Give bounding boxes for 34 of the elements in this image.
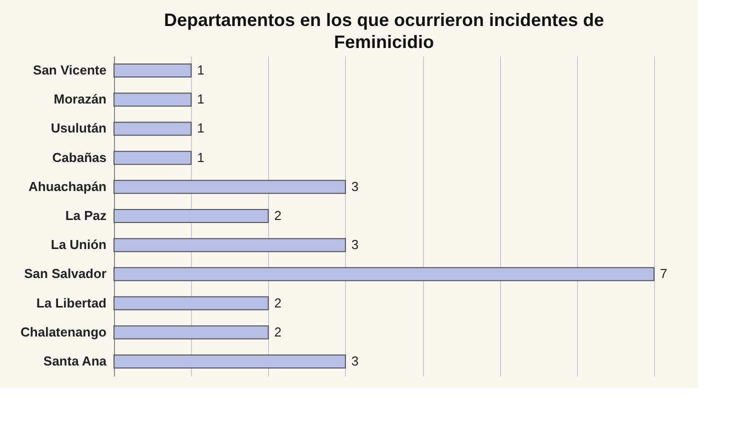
bar: [114, 238, 346, 252]
bar: [114, 180, 346, 194]
y-tick-label: San Salvador: [24, 266, 106, 282]
bar: [114, 325, 269, 340]
bar: [114, 122, 192, 136]
chart-title: Departamentos en los que ocurrieron incidentes de Feminicidio: [164, 10, 604, 52]
y-tick-label: Cabañas: [52, 150, 106, 165]
bar: [114, 296, 269, 310]
data-label: 1: [197, 92, 204, 107]
bar: [114, 209, 269, 223]
data-label: 2: [274, 295, 282, 310]
data-label: 1: [197, 62, 204, 78]
y-tick-label: La Paz: [65, 208, 107, 223]
bar: [114, 150, 192, 165]
data-label: 3: [351, 237, 359, 252]
data-label: 3: [351, 178, 359, 194]
y-tick-label: La Unión: [50, 237, 107, 252]
y-tick-label: La Libertad: [36, 295, 107, 310]
data-label: 7: [660, 266, 668, 282]
data-label: 2: [274, 208, 282, 223]
data-label: 2: [274, 324, 282, 340]
data-label: 3: [351, 353, 359, 368]
bar: [114, 354, 346, 368]
y-tick-label: Chalatenango: [20, 324, 107, 340]
y-tick-label: Ahuachapán: [28, 178, 107, 194]
y-tick-label: Usulután: [50, 120, 107, 136]
data-label: 1: [197, 120, 204, 136]
y-tick-label: Morazán: [54, 92, 107, 107]
y-tick-label: Santa Ana: [43, 353, 108, 368]
data-label: 1: [197, 150, 204, 165]
bar: [114, 64, 192, 78]
y-tick-label: San Vicente: [33, 62, 106, 78]
bar: [114, 92, 192, 107]
bar: [114, 267, 654, 282]
